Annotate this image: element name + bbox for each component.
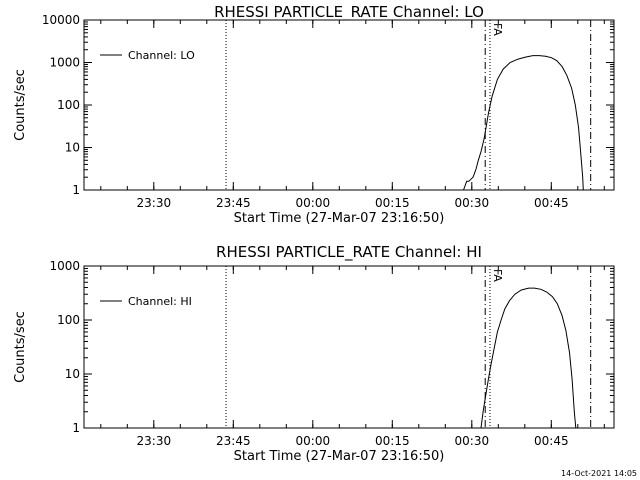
x-tick-label: 00:15 — [375, 434, 410, 448]
x-tick-label: 00:30 — [455, 196, 490, 210]
legend-label: Channel: LO — [128, 49, 195, 62]
y-tick-label: 100 — [57, 98, 80, 112]
plot-frame — [83, 265, 615, 429]
x-tick-label: 23:45 — [216, 434, 251, 448]
series-line — [463, 55, 584, 191]
plot-frame — [83, 19, 615, 191]
x-tick-label: 00:15 — [375, 196, 410, 210]
x-tick-label: 23:30 — [137, 434, 172, 448]
series-line — [480, 287, 577, 429]
x-tick-label: 00:45 — [534, 196, 569, 210]
x-axis-title: Start Time (27-Mar-07 23:16:50) — [234, 211, 445, 226]
legend-label: Channel: HI — [128, 295, 192, 308]
y-tick-label: 1000 — [49, 259, 80, 273]
y-tick-label: 10 — [65, 141, 80, 155]
marker-label: FA — [491, 269, 504, 282]
y-tick-label: 10 — [65, 367, 80, 381]
x-tick-label: 00:00 — [296, 434, 331, 448]
timestamp: 14-Oct-2021 14:05 — [561, 469, 637, 478]
marker-label: FA — [491, 23, 504, 36]
chart-panel-hi: RHESSI PARTICLE_RATE Channel: HI 1 10 100 10… — [13, 243, 615, 464]
y-tick-label: 1 — [72, 421, 80, 435]
chart-title: RHESSI PARTICLE_RATE Channel: HI — [216, 243, 482, 262]
y-tick-label: 1000 — [49, 56, 80, 70]
y-axis-title: Counts/sec — [13, 69, 28, 141]
y-tick-label: 10000 — [42, 13, 80, 27]
x-tick-label: 23:30 — [137, 196, 172, 210]
x-axis-title: Start Time (27-Mar-07 23:16:50) — [234, 449, 445, 464]
x-tick-label: 00:45 — [534, 434, 569, 448]
x-tick-label: 23:45 — [216, 196, 251, 210]
y-axis-title: Counts/sec — [13, 311, 28, 383]
chart-title: RHESSI PARTICLE_RATE Channel: LO — [214, 3, 484, 22]
chart-panel-lo: RHESSI PARTICLE_RATE Channel: LO 1 10 100 10… — [13, 3, 615, 226]
y-tick-label: 1 — [72, 183, 80, 197]
x-tick-label: 00:30 — [455, 434, 490, 448]
y-tick-label: 100 — [57, 313, 80, 327]
x-tick-label: 00:00 — [296, 196, 331, 210]
